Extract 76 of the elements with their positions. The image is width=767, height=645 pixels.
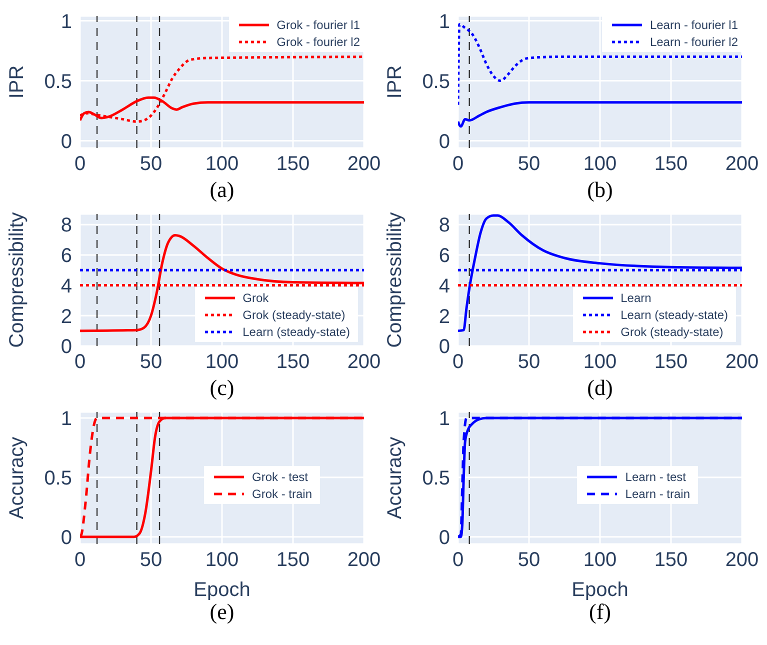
x-tick-label: 100 bbox=[205, 153, 239, 176]
y-axis-title: Compressibility bbox=[384, 212, 406, 348]
x-axis-title: Epoch bbox=[194, 579, 250, 601]
legend-label: Learn bbox=[620, 290, 652, 304]
y-tick-label: 0.5 bbox=[44, 468, 72, 490]
x-tick-label: 50 bbox=[140, 153, 162, 176]
x-tick-label: 150 bbox=[276, 351, 310, 374]
x-tick-label: 200 bbox=[347, 351, 381, 374]
y-tick-label: 0 bbox=[438, 336, 450, 358]
y-tick-label: 4 bbox=[60, 275, 72, 298]
x-tick-label: 200 bbox=[347, 153, 381, 176]
y-tick-label: 0 bbox=[60, 130, 72, 153]
text: (e) bbox=[210, 599, 234, 624]
x-tick-label: 100 bbox=[205, 549, 239, 572]
text: (d) bbox=[586, 375, 614, 400]
legend-label: Learn - train bbox=[625, 486, 690, 500]
x-tick-label: 50 bbox=[140, 549, 162, 572]
x-tick-label: 100 bbox=[583, 549, 617, 572]
legend-label: Grok (steady-state) bbox=[620, 324, 724, 338]
x-tick-label: 150 bbox=[654, 351, 688, 374]
line-series bbox=[80, 56, 364, 123]
x-tick-label: 50 bbox=[518, 153, 540, 176]
y-axis-title: Accuracy bbox=[6, 436, 28, 520]
y-tick-label: 1 bbox=[438, 408, 450, 430]
x-tick-label: 100 bbox=[583, 351, 617, 374]
y-tick-label: 0 bbox=[60, 336, 72, 358]
x-tick-label: 150 bbox=[654, 153, 688, 176]
y-tick-label: 4 bbox=[438, 275, 450, 298]
y-tick-label: 0.5 bbox=[422, 468, 450, 490]
legend-label: Grok (steady-state) bbox=[242, 308, 346, 322]
x-tick-label: 150 bbox=[654, 549, 688, 572]
legend-label: Learn (steady-state) bbox=[620, 308, 728, 322]
x-tick-label: 100 bbox=[205, 351, 239, 374]
legend-label: Grok - fourier l1 bbox=[276, 18, 360, 32]
y-tick-label: 8 bbox=[60, 214, 72, 237]
text: (a) bbox=[208, 177, 236, 202]
x-tick-label: 100 bbox=[583, 153, 617, 176]
y-tick-label: 0 bbox=[438, 130, 450, 153]
y-tick-label: 1 bbox=[60, 10, 72, 33]
legend-label: Grok - fourier l2 bbox=[276, 34, 360, 48]
x-tick-label: 200 bbox=[725, 351, 759, 374]
y-axis-title: IPR bbox=[384, 65, 406, 99]
y-axis-title: IPR bbox=[6, 65, 28, 99]
x-tick-label: 200 bbox=[725, 549, 759, 572]
x-tick-label: 50 bbox=[518, 549, 540, 572]
y-tick-label: 2 bbox=[60, 306, 72, 328]
y-tick-label: 6 bbox=[438, 245, 450, 268]
y-tick-label: 2 bbox=[438, 306, 450, 328]
y-axis-title: Compressibility bbox=[6, 212, 28, 348]
x-tick-label: 50 bbox=[140, 351, 162, 374]
y-tick-label: 0 bbox=[438, 526, 450, 549]
legend-label: Grok - train bbox=[252, 486, 312, 500]
legend-label: Grok - test bbox=[252, 470, 308, 484]
legend-label: Learn - fourier l1 bbox=[650, 18, 738, 32]
y-tick-label: 8 bbox=[438, 214, 450, 237]
y-tick-label: 1 bbox=[60, 408, 72, 430]
x-axis-title: Epoch bbox=[572, 579, 628, 601]
text: (c) bbox=[208, 375, 236, 400]
y-axis-title: Accuracy bbox=[384, 436, 406, 520]
line-series bbox=[458, 101, 742, 128]
legend-label: Grok bbox=[242, 290, 269, 304]
text: (b) bbox=[586, 177, 614, 202]
x-tick-label: 150 bbox=[276, 153, 310, 176]
y-tick-label: 0.5 bbox=[44, 70, 72, 93]
x-tick-label: 150 bbox=[276, 549, 310, 572]
legend-label: Learn (steady-state) bbox=[242, 324, 350, 338]
x-tick-label: 200 bbox=[347, 549, 381, 572]
y-tick-label: 0 bbox=[60, 526, 72, 549]
y-tick-label: 0.5 bbox=[422, 70, 450, 93]
y-tick-label: 6 bbox=[60, 245, 72, 268]
legend-label: Learn - fourier l2 bbox=[650, 34, 738, 48]
legend-label: Learn - test bbox=[625, 470, 686, 484]
x-tick-label: 50 bbox=[518, 351, 540, 374]
text: (f) bbox=[589, 599, 611, 624]
x-tick-label: 200 bbox=[725, 153, 759, 176]
y-tick-label: 1 bbox=[438, 10, 450, 33]
